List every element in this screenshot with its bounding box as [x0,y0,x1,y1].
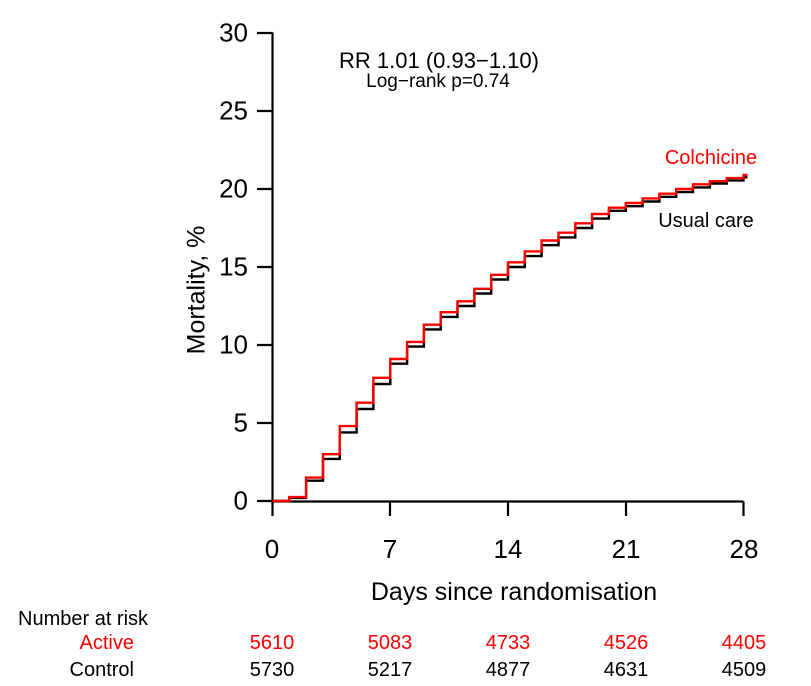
colchicine-curve-label: Colchicine [664,147,758,169]
x-tick-label-28: 28 [729,534,759,564]
log-rank-annotation: Log−rank p=0.74 [366,71,510,92]
usual-care-curve-label: Usual care [658,210,754,232]
risk-row-label-active: Active [79,632,134,654]
y-tick-label-15: 15 [219,251,248,282]
y-tick-label-10: 10 [219,329,248,360]
x-axis-ticks [271,501,745,516]
number-at-risk-header: Number at risk [18,608,149,630]
x-tick-label-7: 7 [382,534,398,564]
risk-row-label-control: Control [69,659,134,681]
y-tick-label-20: 20 [219,173,248,204]
risk-ratio-annotation: RR 1.01 (0.93−1.10) [339,48,539,73]
x-tick-label-0: 0 [264,534,280,564]
risk-active-day21: 4526 [603,632,649,654]
x-tick-label-21: 21 [611,534,641,564]
risk-control-day7: 5217 [367,659,413,681]
risk-control-day28: 4509 [721,659,767,681]
x-tick-label-14: 14 [493,534,523,564]
y-tick-label-0: 0 [233,485,248,516]
risk-control-day14: 4877 [485,659,531,681]
risk-active-day28: 4405 [721,632,767,654]
risk-active-day14: 4733 [485,632,531,654]
curve-group [272,173,748,503]
x-axis-title: Days since randomisation [370,578,658,606]
risk-active-day0: 5610 [249,632,295,654]
curve-colchicine [272,173,748,503]
y-axis-ticks [257,31,273,503]
y-tick-label-25: 25 [219,95,248,126]
risk-control-day21: 4631 [603,659,649,681]
risk-active-day7: 5083 [367,632,413,654]
risk-control-day0: 5730 [249,659,295,681]
y-tick-label-30: 30 [219,17,248,48]
y-tick-label-5: 5 [233,407,248,438]
